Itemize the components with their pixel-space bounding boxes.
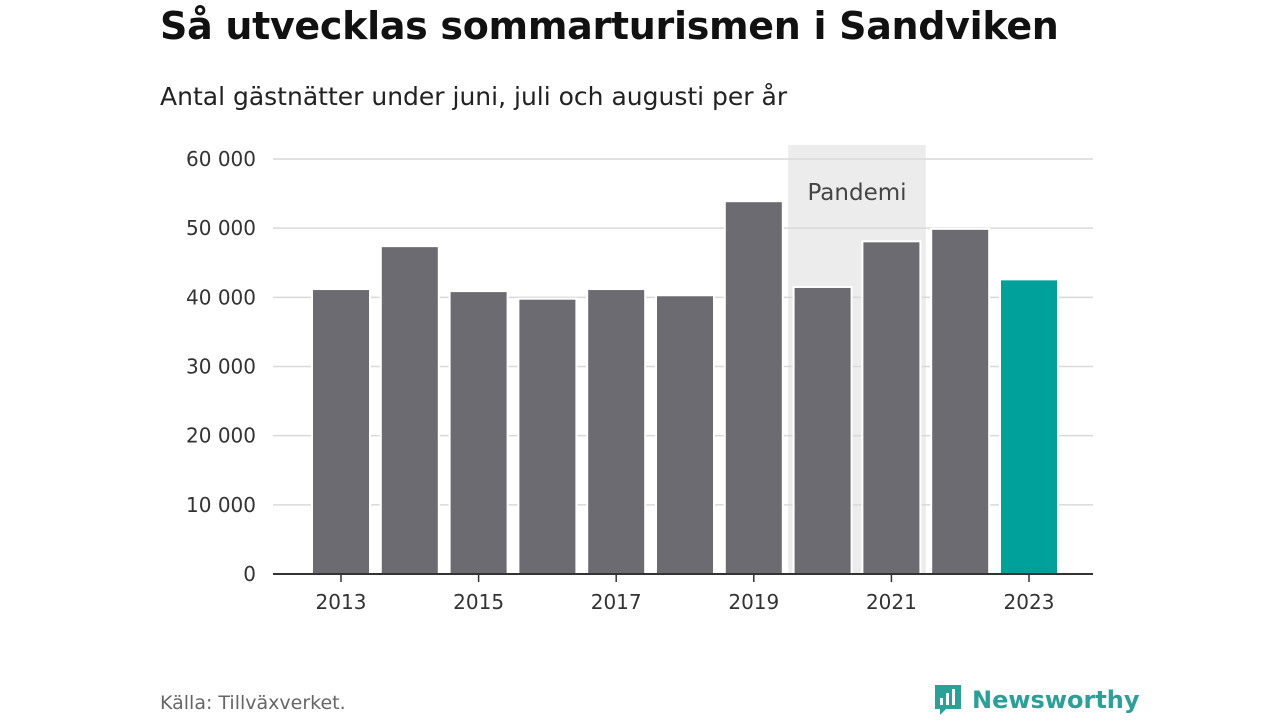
bar-2022 [930, 227, 991, 575]
y-tick-label: 40 000 [186, 285, 256, 309]
y-tick-label: 10 000 [186, 493, 256, 517]
x-tick-label: 2021 [866, 590, 917, 614]
newsworthy-logo-icon [935, 685, 961, 715]
x-tick-label: 2017 [591, 590, 642, 614]
bar-2019 [723, 200, 784, 575]
x-tick-label: 2015 [453, 590, 504, 614]
bar-2018 [655, 294, 715, 575]
bar-2021 [861, 240, 922, 576]
bar-chart: Pandemi 0 10 000 20 000 30 000 40 000 50 000 60… [186, 145, 1093, 614]
bar-2020 [792, 285, 853, 575]
x-tick-label: 2023 [1004, 590, 1055, 614]
brand-name: Newsworthy [972, 686, 1140, 714]
bar-2017 [586, 288, 647, 575]
y-tick-label: 20 000 [186, 424, 256, 448]
y-tick-label: 0 [243, 562, 256, 586]
bar-2015 [448, 290, 509, 575]
bar-2016 [517, 297, 578, 575]
bar-2023 [999, 278, 1059, 575]
x-tick-label: 2019 [728, 590, 779, 614]
bar-2014 [379, 245, 440, 575]
source-note: Källa: Tillväxverket. [160, 692, 346, 714]
brand-logo[interactable]: Newsworthy [932, 682, 1140, 718]
chart-subtitle: Antal gästnätter under juni, juli och au… [160, 82, 788, 111]
y-tick-label: 30 000 [186, 355, 256, 379]
annotation-label: Pandemi [807, 180, 906, 206]
x-tick-label: 2013 [316, 590, 367, 614]
bar-2013 [311, 288, 371, 575]
y-tick-label: 50 000 [186, 216, 256, 240]
y-tick-label: 60 000 [186, 147, 256, 171]
chart-title: Så utvecklas sommarturismen i Sandviken [160, 4, 1059, 48]
